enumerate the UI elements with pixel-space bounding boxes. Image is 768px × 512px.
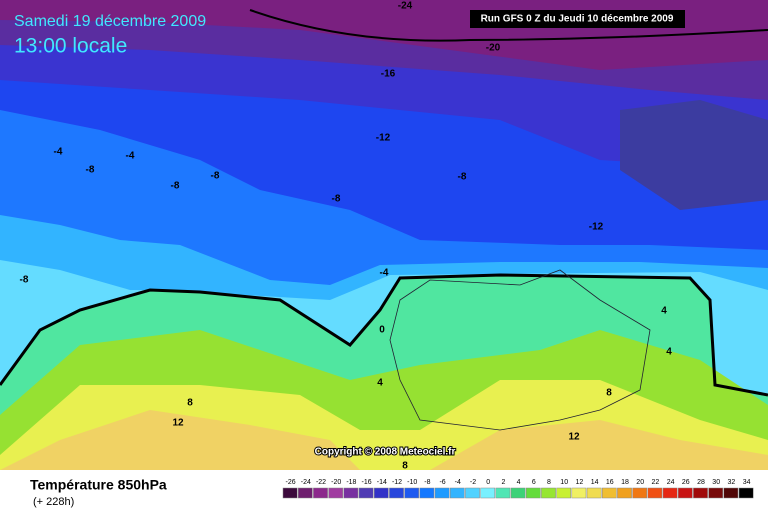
contour-label: 4 xyxy=(661,306,667,317)
footer-lead: (+ 228h) xyxy=(33,496,74,508)
scale-swatch xyxy=(434,487,450,499)
temp-band xyxy=(0,410,768,470)
scale-label: 0 xyxy=(486,479,490,486)
contour-label: 12 xyxy=(568,432,580,443)
scale-swatch xyxy=(373,487,389,499)
scale-label: -24 xyxy=(301,479,311,486)
scale-swatch xyxy=(465,487,480,499)
contour-label: -8 xyxy=(458,172,467,183)
contour-label: -20 xyxy=(486,43,501,54)
copyright: Copyright © 2008 Meteociel.fr xyxy=(315,447,456,458)
contour-label: -8 xyxy=(20,275,29,286)
scale-swatch xyxy=(693,487,708,499)
scale-swatch xyxy=(449,487,465,499)
isotherm xyxy=(249,9,768,42)
scale-swatch xyxy=(343,487,359,499)
scale-swatch xyxy=(617,487,632,499)
contour-label: -16 xyxy=(381,69,396,80)
contour-label: 8 xyxy=(606,388,612,399)
scale-label: -18 xyxy=(346,479,356,486)
contour-label: -12 xyxy=(376,133,391,144)
scale-label: 28 xyxy=(697,479,705,486)
scale-swatch xyxy=(358,487,374,499)
map-title: Samedi 19 décembre 2009 xyxy=(14,13,206,30)
scale-swatch xyxy=(723,487,739,499)
scale-label: 2 xyxy=(501,479,505,486)
scale-label: -16 xyxy=(362,479,372,486)
scale-label: 18 xyxy=(621,479,629,486)
scale-swatch xyxy=(632,487,648,499)
contour-label: -8 xyxy=(86,165,95,176)
contour-label: -8 xyxy=(332,194,341,205)
contour-label: 8 xyxy=(402,461,408,472)
scale-label: 4 xyxy=(517,479,521,486)
scale-label: -14 xyxy=(377,479,387,486)
contour-label: -4 xyxy=(380,268,389,279)
scale-swatch xyxy=(480,487,496,499)
scale-label: 22 xyxy=(652,479,660,486)
run-info: Run GFS 0 Z du Jeudi 10 décembre 2009 xyxy=(481,14,674,25)
scale-label: 12 xyxy=(576,479,584,486)
scale-swatch xyxy=(738,487,754,499)
scale-label: 20 xyxy=(636,479,644,486)
scale-label: 10 xyxy=(560,479,568,486)
run-box xyxy=(470,10,685,28)
scale-label: -22 xyxy=(316,479,326,486)
scale-swatch xyxy=(677,487,693,499)
scale-label: -26 xyxy=(286,479,296,486)
scale-label: -12 xyxy=(392,479,402,486)
coastline xyxy=(389,269,651,431)
scale-swatch xyxy=(525,487,541,499)
map-subtitle: 13:00 locale xyxy=(14,35,127,58)
contour-label: -8 xyxy=(171,181,180,192)
scale-swatch xyxy=(297,487,313,499)
scale-swatch xyxy=(495,487,511,499)
contour-label: -8 xyxy=(211,171,220,182)
footer-title: Température 850hPa xyxy=(30,477,167,493)
contour-label: 4 xyxy=(377,378,383,389)
scale-label: 26 xyxy=(682,479,690,486)
scale-label: -8 xyxy=(424,479,430,486)
contour-label: 8 xyxy=(187,398,193,409)
scale-label: -6 xyxy=(439,479,445,486)
scale-swatch xyxy=(662,487,678,499)
contour-label: -24 xyxy=(398,1,413,12)
scale-swatch xyxy=(586,487,602,499)
contour-label: -12 xyxy=(589,222,604,233)
scale-label: 14 xyxy=(591,479,599,486)
scale-label: 34 xyxy=(743,479,751,486)
contour-label: 4 xyxy=(666,347,672,358)
contour-label: 0 xyxy=(379,325,385,336)
scale-label: -4 xyxy=(455,479,461,486)
scale-swatch xyxy=(419,487,435,499)
scale-label: 6 xyxy=(532,479,536,486)
scale-swatch xyxy=(541,487,556,499)
scale-swatch xyxy=(647,487,663,499)
scale-swatch xyxy=(708,487,724,499)
scale-swatch xyxy=(601,487,617,499)
scale-swatch xyxy=(389,487,404,499)
scale-swatch xyxy=(282,487,298,499)
scale-label: -20 xyxy=(331,479,341,486)
scale-label: 24 xyxy=(667,479,675,486)
scale-label: 16 xyxy=(606,479,614,486)
scale-swatch xyxy=(328,487,344,499)
scale-label: 8 xyxy=(547,479,551,486)
scale-swatch xyxy=(404,487,420,499)
scale-swatch xyxy=(313,487,328,499)
scale-label: 32 xyxy=(728,479,736,486)
scale-label: -10 xyxy=(407,479,417,486)
contour-label: -4 xyxy=(126,151,135,162)
contour-label: 12 xyxy=(172,418,184,429)
temp-band xyxy=(620,100,768,210)
scale-swatch xyxy=(510,487,526,499)
scale-swatch xyxy=(556,487,572,499)
scale-label: 30 xyxy=(712,479,720,486)
scale-swatch xyxy=(571,487,587,499)
contour-label: -4 xyxy=(54,147,63,158)
zero-isotherm xyxy=(0,273,768,397)
scale-label: -2 xyxy=(470,479,476,486)
